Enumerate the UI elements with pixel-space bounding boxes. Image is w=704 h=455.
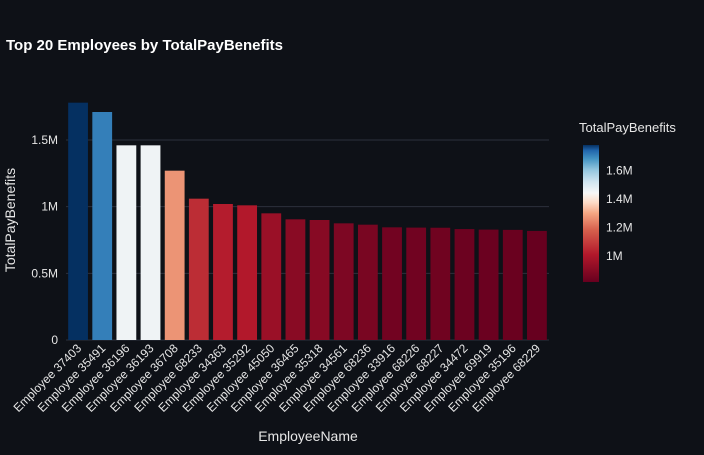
bar[interactable] — [406, 227, 427, 340]
colorbar-tick-label: 1M — [606, 249, 623, 263]
y-tick-label: 1M — [41, 200, 58, 214]
bar[interactable] — [188, 198, 209, 340]
y-axis-label: TotalPayBenefits — [2, 168, 18, 272]
y-tick-label: 0 — [51, 333, 58, 347]
y-tick-label: 0.5M — [31, 266, 58, 280]
colorbar-ticks: 1M 1.2M 1.4M 1.6M — [606, 164, 633, 263]
bar[interactable] — [92, 112, 113, 340]
bar[interactable] — [430, 227, 451, 340]
bar[interactable] — [333, 223, 354, 340]
colorbar-gradient — [583, 145, 599, 282]
colorbar: TotalPayBenefits 1M 1.2M 1.4M 1.6M — [579, 120, 676, 282]
y-tick-label: 1.5M — [31, 133, 58, 147]
colorbar-title: TotalPayBenefits — [579, 120, 676, 135]
bar[interactable] — [164, 170, 185, 340]
bar[interactable] — [116, 145, 137, 340]
chart-title: Top 20 Employees by TotalPayBenefits — [6, 37, 283, 54]
colorbar-tick-label: 1.4M — [606, 192, 633, 206]
bar[interactable] — [382, 227, 402, 340]
bar[interactable] — [285, 219, 306, 340]
bars — [68, 102, 547, 340]
bar[interactable] — [502, 229, 523, 340]
bar[interactable] — [478, 229, 499, 340]
bar[interactable] — [68, 102, 88, 340]
y-gridlines — [66, 139, 549, 341]
bar[interactable] — [140, 145, 161, 340]
colorbar-tick-label: 1.6M — [606, 164, 633, 178]
colorbar-tick-label: 1.2M — [606, 221, 633, 235]
y-tick-labels: 0 0.5M 1M 1.5M — [31, 133, 58, 347]
bar[interactable] — [309, 220, 330, 340]
bar[interactable] — [527, 230, 547, 340]
x-axis-label: EmployeeName — [258, 428, 358, 444]
bar[interactable] — [213, 204, 233, 340]
bar[interactable] — [454, 229, 475, 340]
bar[interactable] — [357, 224, 378, 340]
bar[interactable] — [261, 213, 282, 340]
bar[interactable] — [237, 205, 258, 340]
